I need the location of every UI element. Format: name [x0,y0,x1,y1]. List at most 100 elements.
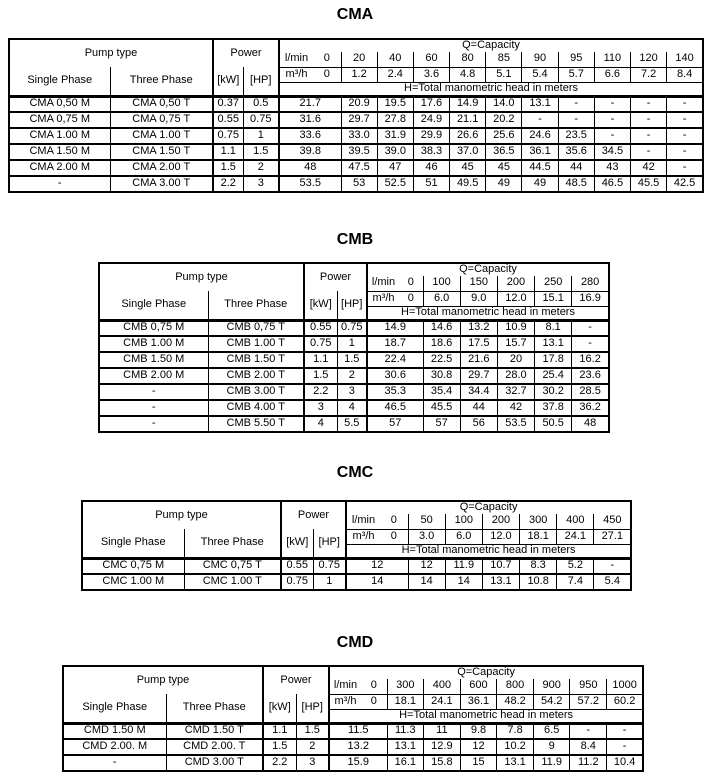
flow-lmin-value: 200 [496,276,535,292]
three-phase-cell: CMB 1.50 T [207,351,304,368]
head-value-cell: 35.6 [557,143,595,160]
flow-m3h-value: 12.0 [481,529,520,545]
head-value-cell: 48 [571,415,609,432]
pump-row-cmc-0: CMC 0,75 M CMC 0,75 T 0.55 0.75 12 12 11.9 10.7… [82,557,632,574]
flow-lmin-value: 900 [532,679,570,695]
flow-lmin-value: 40 [376,52,414,68]
head-value-cell: 21.6 [459,351,498,368]
flow-lmin-value: 90 [521,52,559,68]
head-value-cell: 16.1 [386,754,424,771]
pump-row-cma-1: CMA 0,75 M CMA 0,75 T 0.55 0.75 31.6 29.7 27.8… [9,111,704,128]
head-value-cell: 38.3 [412,143,450,160]
pump-row-cmd-0: CMD 1.50 M CMD 1.50 T 1.1 1.5 11.5 11.3 11 9.8 7… [63,722,644,739]
kw-cell: 1.5 [303,367,337,384]
single-phase-cell: CMA 0,50 M [9,95,110,112]
head-value-cell: 21.1 [449,111,486,128]
flow-m3h-value: 5.4 [521,67,559,83]
head-value-cell: 7.4 [556,573,594,590]
head-value-cell: 6.5 [532,722,570,739]
flow-m3h-value: 0 [361,694,387,710]
flow-m3h-value: 12.0 [496,291,535,307]
single-phase-header: Single Phase [99,291,208,322]
head-value-cell: 44 [459,399,498,416]
head-value-cell: 11.3 [386,722,424,739]
head-value-cell: 14 [444,573,483,590]
head-value-cell: 15 [459,754,497,771]
pump-row-cma-5: - CMA 3.00 T 2.2 3 53.5 53 52.5 51 49.5 49 49 48.5 4… [9,175,704,192]
flow-m3h-label: m³/h [345,529,380,545]
flow-m3h-value: 0 [380,529,408,545]
hp-cell: 0.75 [242,111,279,128]
flow-lmin-label: l/min [278,52,313,68]
single-phase-cell: CMC 0,75 M [82,557,184,574]
single-phase-cell: CMA 2.00 M [9,159,110,176]
pump-type-header: Pump type [155,508,208,521]
head-value-cell: 34.4 [459,383,498,400]
table-title-cma: CMA [336,6,374,23]
kw-unit-header: [kW] [280,529,313,560]
pump-row-cmb-4: - CMB 3.00 T 2.2 3 35.3 35.4 34.4 32.7 30.2 28.5 [99,383,609,400]
pump-table-cmd: Pump type Power Q=Capacity l/min 0 300 400 600 8… [62,665,645,772]
single-phase-cell: CMD 2.00. M [63,738,166,755]
head-value-cell: 31.6 [278,111,341,128]
three-phase-cell: CMD 1.50 T [165,722,263,739]
head-value-cell: 29.9 [412,127,450,144]
single-phase-cell: CMD 1.50 M [63,722,166,739]
power-header: Power [262,666,329,694]
flow-lmin-value: 1000 [606,679,644,695]
flow-m3h-value: 2.4 [376,67,414,83]
head-value-cell: 47.5 [340,159,378,176]
head-value-cell: - [629,95,667,112]
head-value-cell: 45 [485,159,522,176]
head-value-cell: 13.2 [328,738,387,755]
flow-lmin-value: 50 [407,514,446,530]
head-value-cell: 7.8 [496,722,534,739]
head-value-cell: 8.4 [569,738,607,755]
head-value-cell: 33.6 [278,127,341,144]
flow-lmin-value: 0 [313,52,341,68]
head-value-cell: - [666,95,704,112]
pump-table-cmc: Pump type Power Q=Capacity l/min 0 50 100 200 30… [81,500,633,591]
flow-m3h-value: 3.0 [407,529,446,545]
pump-type-header: Pump type [136,673,190,686]
flow-m3h-label: m³/h [366,291,399,307]
three-phase-cell: CMA 3.00 T [109,175,213,192]
power-header: Power [303,263,367,291]
head-value-cell: 11 [423,722,461,739]
single-phase-cell: - [99,399,208,416]
three-phase-cell: CMB 4.00 T [207,399,304,416]
head-value-cell: - [593,557,632,574]
flow-m3h-value: 24.1 [556,529,594,545]
flow-m3h-value: 24.1 [423,694,461,710]
flow-lmin-value: 0 [380,514,408,530]
head-value-cell: 48 [278,159,341,176]
head-value-cell: 14 [407,573,446,590]
flow-lmin-value: 800 [496,679,534,695]
three-phase-cell: CMC 0,75 T [183,557,281,574]
single-phase-header: Single Phase [82,529,184,560]
kw-cell: 2.2 [262,754,296,771]
flow-lmin-value: 80 [449,52,486,68]
head-value-cell: 21.7 [278,95,341,112]
head-value-cell: 9 [532,738,570,755]
pump-row-cmb-0: CMB 0,75 M CMB 0,75 T 0.55 0.75 14.9 14.6 13.2… [99,319,609,336]
kw-cell: 0.55 [303,319,337,336]
head-value-cell: 13.1 [534,335,572,352]
head-value-cell: - [557,111,595,128]
head-value-cell: 11.2 [569,754,607,771]
hp-cell: 2 [295,738,329,755]
head-value-cell: 51 [412,175,450,192]
head-value-cell: - [666,159,704,176]
flow-lmin-value: 600 [459,679,497,695]
single-phase-cell: CMA 1.50 M [9,143,110,160]
head-value-cell: 46 [412,159,450,176]
head-value-cell: 53.5 [278,175,341,192]
pump-row-cmb-3: CMB 2.00 M CMB 2.00 T 1.5 2 30.6 30.8 29.7 28.0… [99,367,609,384]
head-value-cell: 20.9 [340,95,378,112]
head-value-cell: 48.5 [557,175,595,192]
head-value-cell: 19.5 [376,95,414,112]
head-value-cell: - [666,143,704,160]
head-value-cell: 10.9 [496,319,535,336]
head-value-cell: - [593,127,631,144]
head-value-cell: 15.9 [328,754,387,771]
